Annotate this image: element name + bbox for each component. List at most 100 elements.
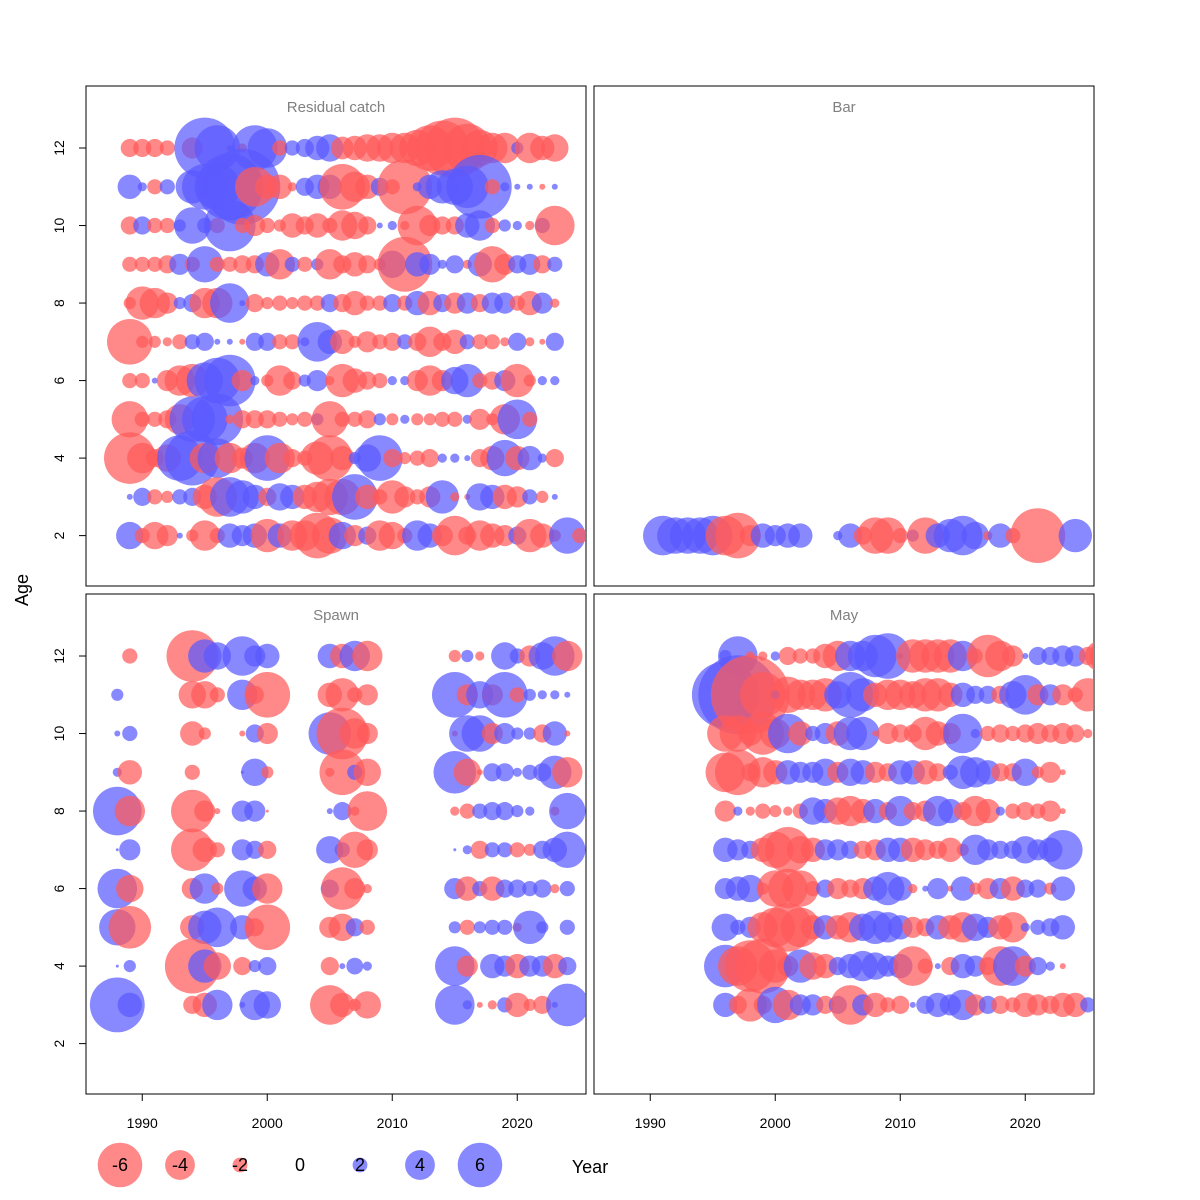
bubble-point [386,413,399,426]
bubble-point [475,651,485,661]
x-tick-label: 1990 [127,1115,158,1131]
bubble-point [536,490,549,503]
x-tick-label: 1990 [635,1115,666,1131]
bubble-point [423,413,436,426]
bubble-point [865,633,911,679]
bubble-point [156,292,178,314]
bubble-point [908,884,918,894]
bubble-point [147,256,163,272]
bubble-point [204,354,256,407]
bubble-point [938,837,963,862]
bubble-point [533,879,552,898]
bubble-point [552,640,583,672]
panel-title: Residual catch [287,99,385,116]
bubble-point [400,414,410,424]
bubble-point [320,957,339,976]
bubble-point [162,337,172,347]
bubble-point [459,919,475,935]
bubble-point [525,337,535,347]
bubble-point [186,246,223,283]
bubble-point [733,988,767,1022]
bubble-point [358,410,377,429]
bubble-point [397,334,413,350]
y-tick-label: 4 [51,962,67,970]
bubble-point [244,904,291,951]
bubble-point [434,411,450,427]
bubble-point [841,840,860,859]
legend: -6 -4 -2 0 2 4 6 [97,1142,503,1188]
bubble-point [991,995,1010,1015]
bubble-point [1050,915,1076,940]
bubble-point [888,876,913,901]
panel-may: May [593,593,1095,1095]
legend-bubble [97,1142,143,1188]
bubble-point [522,411,538,427]
bubble-point [265,809,269,813]
bubble-point [226,338,233,345]
bubble-point [191,681,219,709]
bubble-point [547,256,563,272]
bubble-point [198,727,211,740]
bubble-point [456,955,478,977]
bubble-point [745,806,755,816]
bubble-point [286,413,299,426]
bubble-point [788,721,813,746]
bubble-point [769,805,782,818]
bubble-point [541,134,569,162]
bubble-point [120,216,139,235]
bubble-point [484,334,500,350]
bubble-point [943,713,983,754]
bubble-point [494,722,516,745]
bubble-point [225,414,235,424]
bubble-point [922,885,929,892]
bubble-point [523,843,536,856]
bubble-point [559,919,575,935]
bubble-point [250,376,260,386]
bubble-point [450,453,460,463]
bubble-point [892,528,908,544]
bubble-point [522,764,538,780]
x-axis-title: Year [572,1157,608,1177]
bubble-point [770,651,780,661]
x-tick-label: 2010 [885,1115,916,1131]
bubble-point [248,960,261,973]
bubble-point [711,913,739,941]
panel-frame [85,85,587,587]
y-tick-label: 4 [51,454,67,462]
bubble-point [505,992,530,1018]
legend-label: -2 [232,1155,248,1175]
bubble-point [539,183,546,190]
bubble-point [119,839,141,861]
bubble-point [334,411,350,427]
bubble-point [472,373,488,389]
bubble-point [978,685,997,704]
bubble-point [472,803,488,819]
bubble-point [513,910,547,944]
bubble-point [523,727,536,740]
bubble-point [148,335,161,348]
bubble-point [572,528,586,544]
bubble-point [192,837,217,862]
bubble-point [345,918,364,937]
bubble-point [525,806,535,816]
panel-frame [593,85,1095,587]
bubble-point [715,512,761,559]
bubble-point [267,174,292,199]
bubble-point [522,489,538,505]
bubble-point [172,489,188,505]
bubble-point [934,963,941,970]
bubble-point [792,648,808,664]
bubble-point [535,205,575,246]
bubble-point [542,721,567,746]
bubble-point [525,220,535,231]
bubble-point [122,256,138,272]
bubble-point [373,413,386,426]
bubble-point [500,337,510,347]
bubble-point [184,764,200,780]
y-axis-title: Age [12,574,32,606]
bubble-point [437,259,447,269]
bubble-point [264,249,295,280]
bubble-point [448,649,461,663]
bubble-point [383,332,402,351]
bubble-point [891,724,910,743]
